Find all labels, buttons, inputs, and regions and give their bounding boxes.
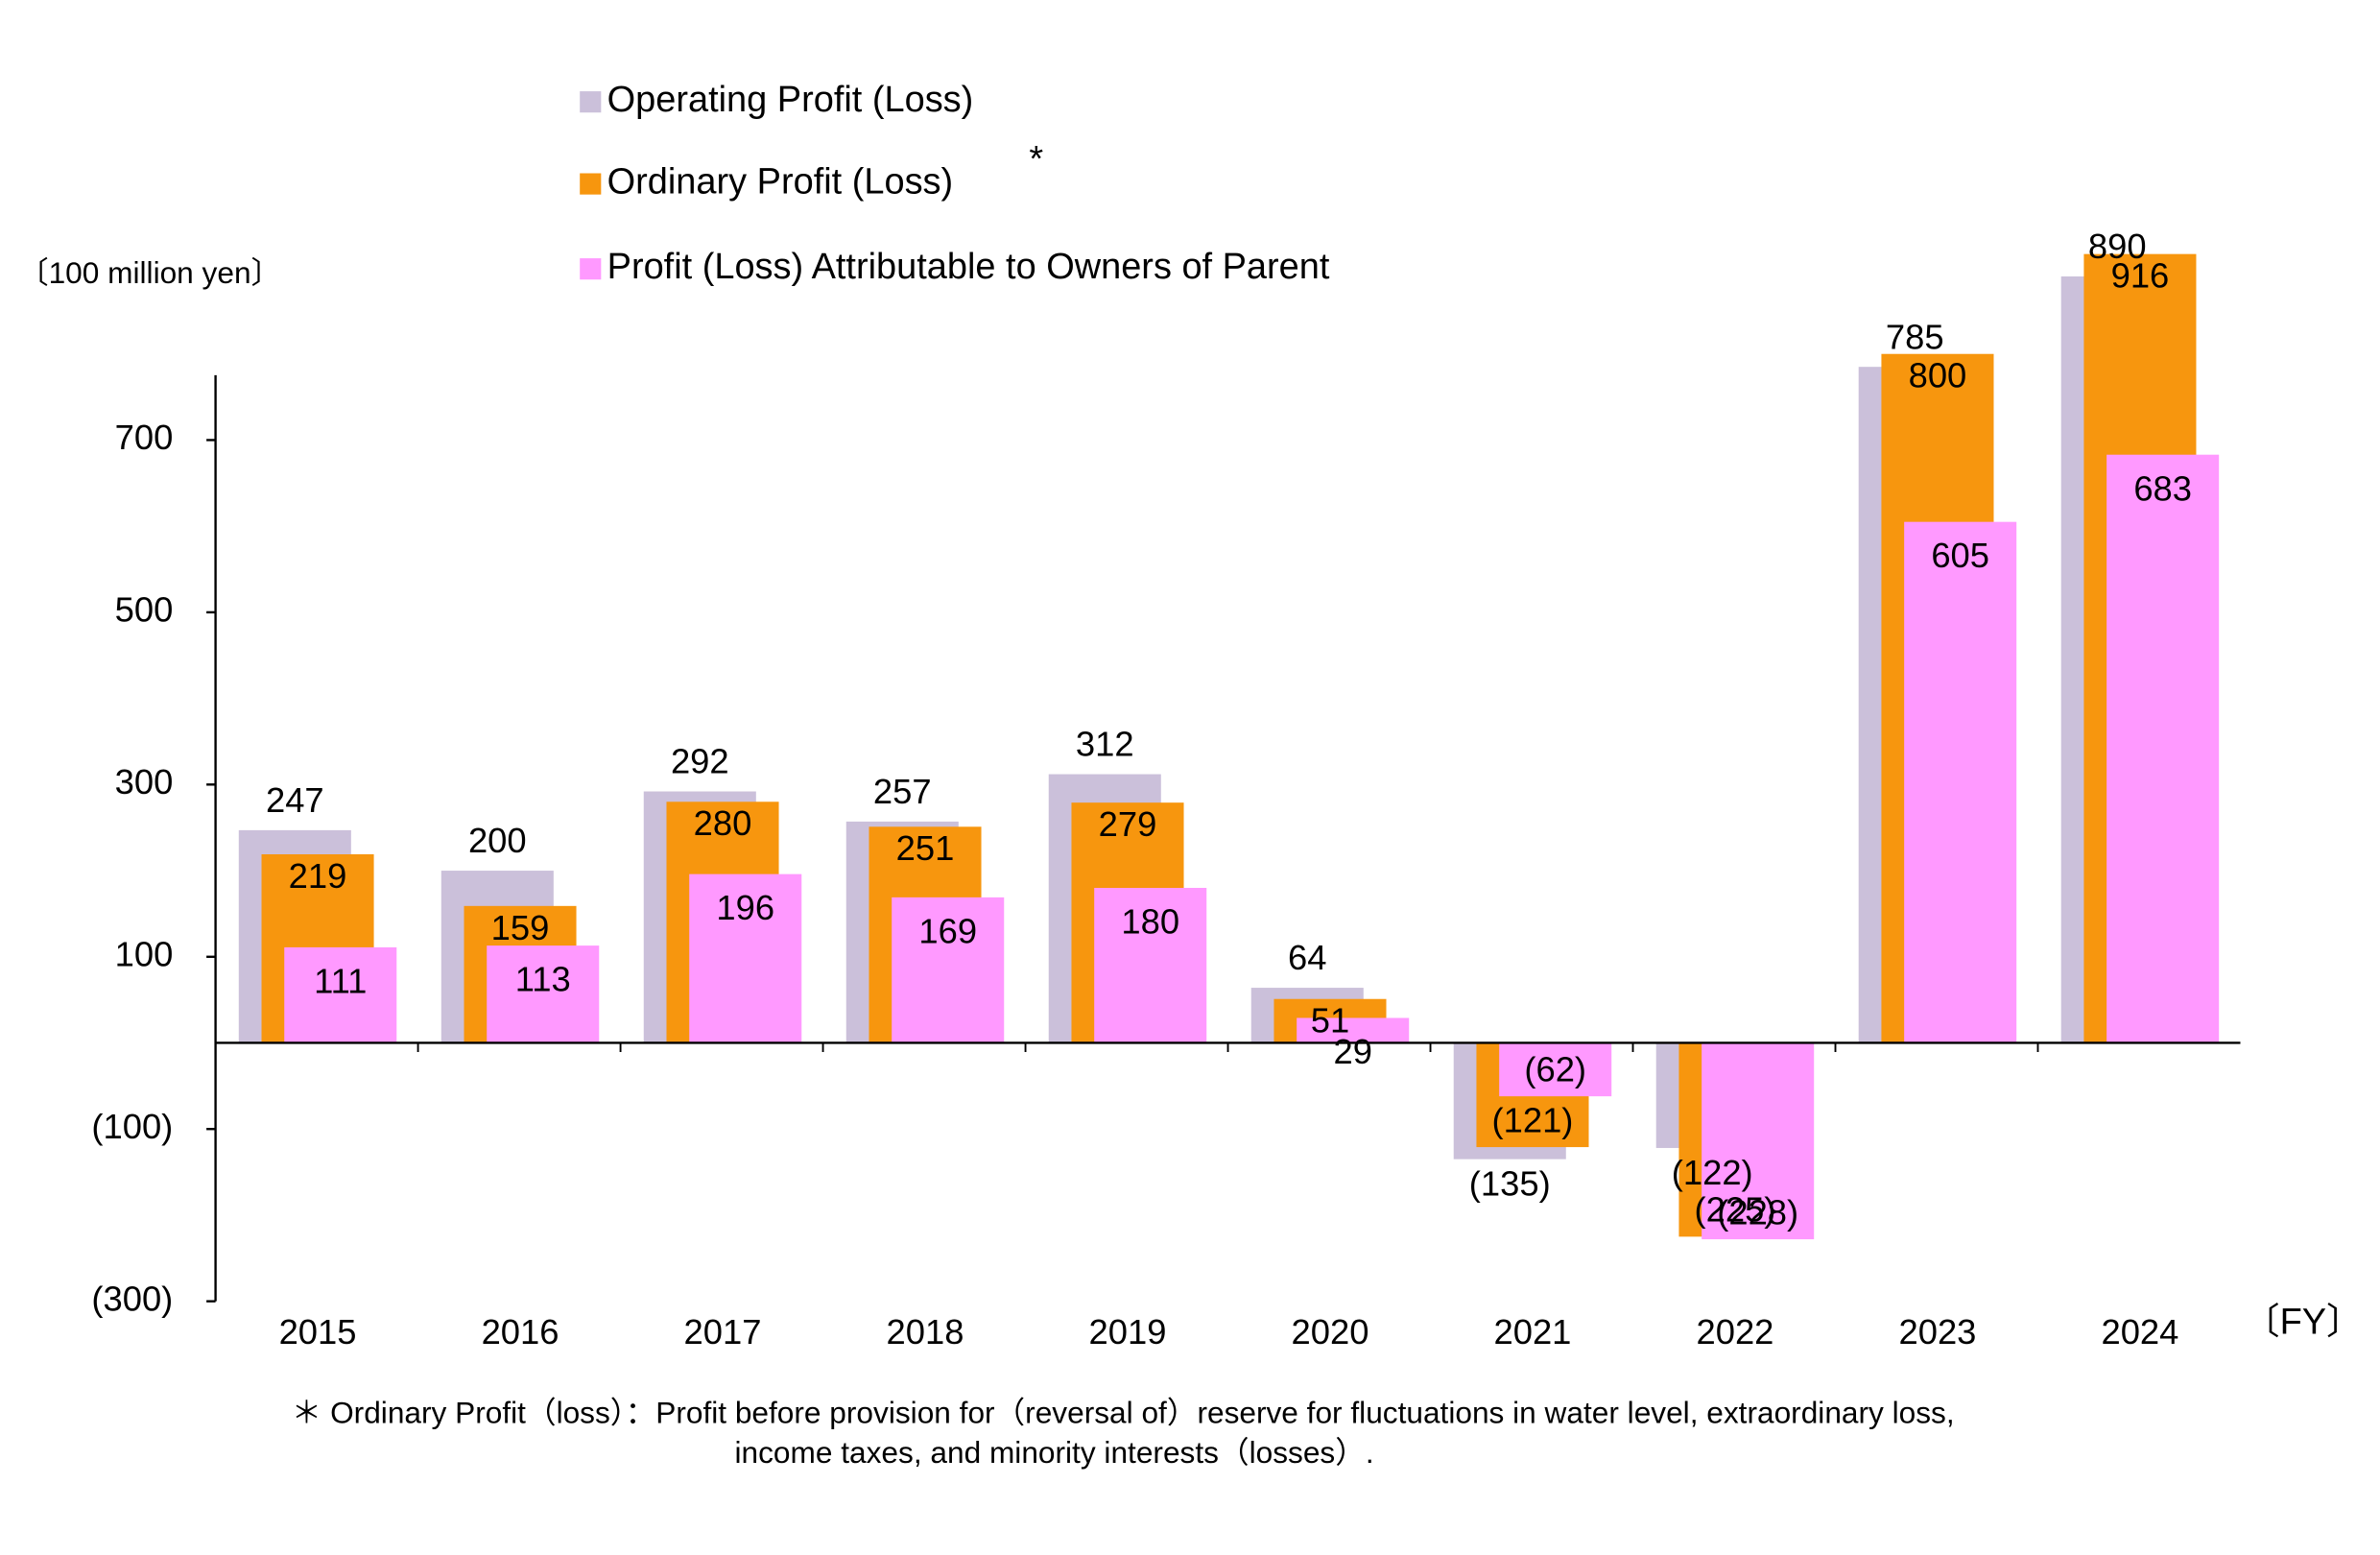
data-label: 279 — [1099, 804, 1157, 844]
data-label: 219 — [289, 856, 347, 896]
bar — [487, 945, 600, 1043]
footnote: ＊ Ordinary Profit（loss）：Profit before pr… — [292, 1396, 1955, 1430]
bar — [1904, 521, 2017, 1043]
data-label: 64 — [1288, 938, 1326, 977]
bar — [1094, 887, 1207, 1043]
data-label: 785 — [1886, 317, 1944, 356]
data-label: 200 — [468, 821, 527, 860]
data-label: (228) — [1717, 1192, 1798, 1232]
y-tick-label: 300 — [115, 762, 174, 801]
data-label: (62) — [1524, 1049, 1586, 1088]
x-tick-label: 2020 — [1292, 1312, 1369, 1352]
legend-swatch — [580, 91, 602, 113]
bar — [689, 873, 802, 1043]
bar — [1499, 1042, 1612, 1097]
x-tick-label: 2022 — [1697, 1312, 1774, 1352]
legend-swatch — [580, 173, 602, 195]
bar — [2106, 454, 2220, 1043]
data-label: 169 — [918, 911, 977, 950]
x-tick-label: 2015 — [279, 1312, 357, 1352]
data-label: 111 — [314, 961, 367, 1000]
x-tick-label: 2019 — [1089, 1312, 1167, 1352]
data-label: 312 — [1076, 725, 1134, 764]
bar — [1702, 1042, 1815, 1240]
data-label: 257 — [873, 772, 932, 811]
x-tick-label: 2021 — [1494, 1312, 1572, 1352]
data-label: 247 — [266, 780, 324, 820]
legend-note: * — [1029, 139, 1043, 179]
legend-label: Operating Profit (Loss) — [607, 80, 974, 120]
data-label: 196 — [716, 888, 774, 927]
data-label: 29 — [1333, 1032, 1371, 1071]
data-label: 683 — [2133, 468, 2192, 508]
data-label: (122) — [1672, 1153, 1753, 1192]
x-axis-label: 〔FY〕 — [2244, 1302, 2363, 1342]
data-label: 251 — [896, 828, 955, 868]
x-tick-label: 2024 — [2101, 1312, 2178, 1352]
y-tick-label: 700 — [115, 418, 174, 457]
data-label: 180 — [1121, 902, 1179, 942]
bar — [1297, 1017, 1410, 1043]
y-axis-label: 〔100 million yen〕 — [18, 255, 281, 290]
data-label: 280 — [694, 803, 752, 843]
data-label: 800 — [1909, 356, 1967, 395]
data-label: 916 — [2111, 256, 2170, 296]
data-label: 159 — [491, 908, 550, 947]
data-label: (121) — [1492, 1100, 1574, 1139]
y-tick-label: (100) — [91, 1107, 173, 1146]
data-label: 605 — [1931, 536, 1989, 575]
legend-label: Ordinary Profit (Loss) — [607, 162, 953, 203]
footnote: income taxes, and minority interests（los… — [735, 1435, 1374, 1470]
legend-swatch — [580, 258, 602, 280]
bar — [892, 897, 1005, 1043]
bar — [284, 946, 397, 1043]
legend-label: Profit (Loss) Attributable to Owners of … — [607, 247, 1330, 287]
x-tick-label: 2016 — [482, 1312, 559, 1352]
data-label: 292 — [671, 742, 729, 781]
y-tick-label: (300) — [91, 1279, 173, 1318]
y-tick-label: 100 — [115, 934, 174, 973]
data-label: 890 — [2088, 227, 2147, 266]
data-label: (135) — [1469, 1164, 1551, 1204]
y-tick-label: 500 — [115, 589, 174, 629]
x-tick-label: 2017 — [684, 1312, 762, 1352]
x-tick-label: 2018 — [887, 1312, 964, 1352]
data-label: 113 — [515, 960, 571, 999]
data-label: (225) — [1695, 1190, 1776, 1230]
x-tick-label: 2023 — [1899, 1312, 1977, 1352]
data-label: 51 — [1311, 1001, 1349, 1041]
